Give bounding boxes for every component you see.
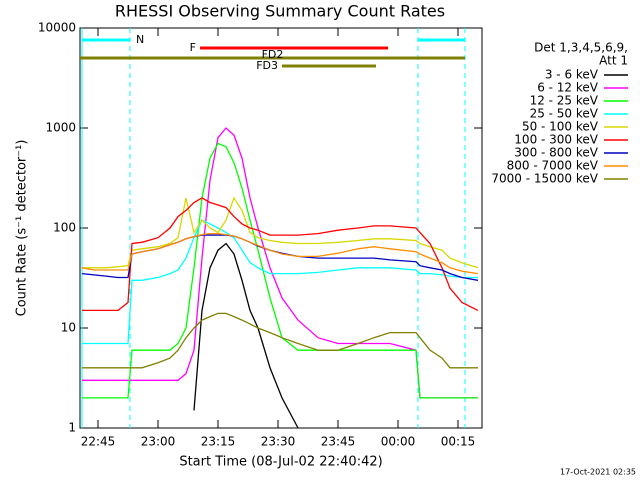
legend-label: 3 - 6 keV — [545, 68, 599, 82]
footer: 17-Oct-2021 02:35 — [560, 468, 636, 477]
x-tick-label: 22:45 — [81, 435, 116, 449]
series-line — [82, 142, 478, 399]
legend-label: 300 - 800 keV — [514, 146, 598, 160]
flag-label: F — [190, 41, 196, 54]
legend-label: 25 - 50 keV — [530, 107, 599, 121]
legend-title: Det 1,3,4,5,6,9, — [534, 41, 628, 55]
x-tick-label: 23:15 — [201, 435, 236, 449]
x-tick-label: 00:00 — [381, 435, 416, 449]
series-line — [82, 196, 479, 269]
legend-label: 6 - 12 keV — [537, 81, 599, 95]
flag-label: N — [136, 33, 144, 46]
y-axis-label: Count Rate (s⁻¹ detector⁻¹) — [15, 140, 30, 317]
y-tick-label: 10000 — [38, 21, 76, 35]
x-tick-label: 23:00 — [141, 435, 176, 449]
legend-label: 12 - 25 keV — [530, 94, 599, 108]
series-line — [82, 312, 478, 369]
legend-label: 800 - 7000 keV — [507, 159, 599, 173]
x-tick-label: 23:30 — [261, 435, 296, 449]
legend-title: Att 1 — [599, 54, 628, 68]
flag-label: FD2 — [262, 48, 284, 61]
legend-label: 7000 - 15000 keV — [491, 172, 598, 186]
series-line — [82, 197, 479, 312]
x-tick-label: 00:15 — [441, 435, 476, 449]
legend-label: 100 - 300 keV — [514, 133, 598, 147]
x-axis-label: Start Time (08-Jul-02 22:40:42) — [179, 455, 382, 470]
y-tick-label: 100 — [53, 221, 76, 235]
y-tick-label: 1000 — [45, 121, 76, 135]
chart-title: RHESSI Observing Summary Count Rates — [115, 2, 445, 21]
flag-label: FD3 — [256, 59, 278, 72]
series-line — [82, 219, 478, 345]
y-tick-label: 1 — [68, 421, 76, 435]
x-tick-label: 23:45 — [321, 435, 356, 449]
legend-label: 50 - 100 keV — [522, 120, 599, 134]
series-line — [193, 242, 299, 429]
y-tick-label: 10 — [61, 321, 76, 335]
series-line — [81, 232, 479, 275]
